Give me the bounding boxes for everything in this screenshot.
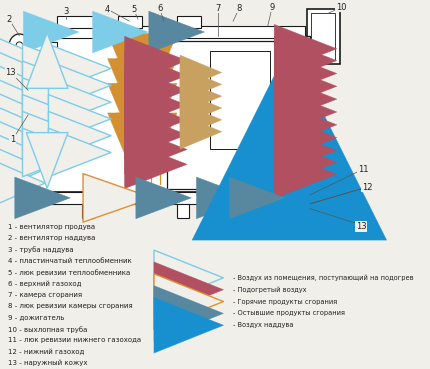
Bar: [28, 26, 305, 38]
Text: 13: 13: [356, 222, 366, 231]
Text: 9 - дожигатель: 9 - дожигатель: [8, 314, 64, 320]
Bar: [311, 13, 335, 60]
Text: 9: 9: [270, 3, 275, 12]
Text: 3 - труба наддува: 3 - труба наддува: [8, 246, 74, 253]
Bar: [30, 42, 58, 50]
Text: 2: 2: [6, 15, 12, 24]
Text: 4 - пластинчатый теплообменник: 4 - пластинчатый теплообменник: [8, 258, 132, 263]
Bar: [307, 9, 340, 63]
Text: 10 - выхлопная труба: 10 - выхлопная труба: [8, 326, 88, 332]
Text: - Остывшие продукты сгорания: - Остывшие продукты сгорания: [233, 310, 345, 316]
Circle shape: [4, 93, 42, 137]
Bar: [210, 51, 270, 149]
Text: 7 - камера сгорания: 7 - камера сгорания: [8, 292, 82, 298]
Text: 1: 1: [10, 135, 15, 144]
Text: - Подогретый воздух: - Подогретый воздух: [233, 286, 307, 293]
Text: 4: 4: [105, 5, 111, 14]
Bar: [305, 36, 310, 192]
Circle shape: [16, 42, 23, 50]
Circle shape: [9, 34, 30, 58]
Text: 5: 5: [131, 5, 136, 14]
Text: 5 - люк ревизии теплообменника: 5 - люк ревизии теплообменника: [8, 269, 130, 276]
Text: 12: 12: [362, 183, 372, 192]
Text: 6: 6: [157, 4, 162, 13]
Text: 10: 10: [336, 3, 347, 12]
Text: 11: 11: [358, 165, 368, 174]
Text: 8 - люк ревизии камеры сгорания: 8 - люк ревизии камеры сгорания: [8, 303, 133, 309]
Text: 1 - вентилятор продува: 1 - вентилятор продува: [8, 224, 95, 230]
Ellipse shape: [12, 97, 34, 132]
Bar: [177, 16, 201, 28]
Text: 3: 3: [64, 7, 69, 16]
Text: 13 - наружный кожух: 13 - наружный кожух: [8, 360, 88, 366]
Bar: [58, 16, 102, 28]
Text: 13: 13: [6, 68, 16, 77]
Text: 7: 7: [216, 4, 221, 13]
Bar: [82, 204, 94, 218]
Bar: [118, 16, 142, 28]
Text: 6 - верхний газоход: 6 - верхний газоход: [8, 280, 82, 287]
Text: - Воздух наддува: - Воздух наддува: [233, 322, 294, 328]
Circle shape: [20, 112, 25, 118]
Text: 8: 8: [237, 4, 242, 13]
Text: 11 - люк ревизии нижнего газохода: 11 - люк ревизии нижнего газохода: [8, 337, 141, 343]
Bar: [28, 192, 305, 204]
Text: - Воздух из помещения, поступающий на подогрев: - Воздух из помещения, поступающий на по…: [233, 275, 414, 281]
Bar: [166, 41, 279, 189]
Text: 2 - вентилятор наддува: 2 - вентилятор наддува: [8, 235, 95, 241]
Bar: [20, 113, 25, 117]
Bar: [28, 36, 305, 192]
Bar: [177, 204, 189, 218]
Text: 12 - нижний газоход: 12 - нижний газоход: [8, 348, 84, 355]
Text: - Горячие продукты сгорания: - Горячие продукты сгорания: [233, 299, 338, 304]
